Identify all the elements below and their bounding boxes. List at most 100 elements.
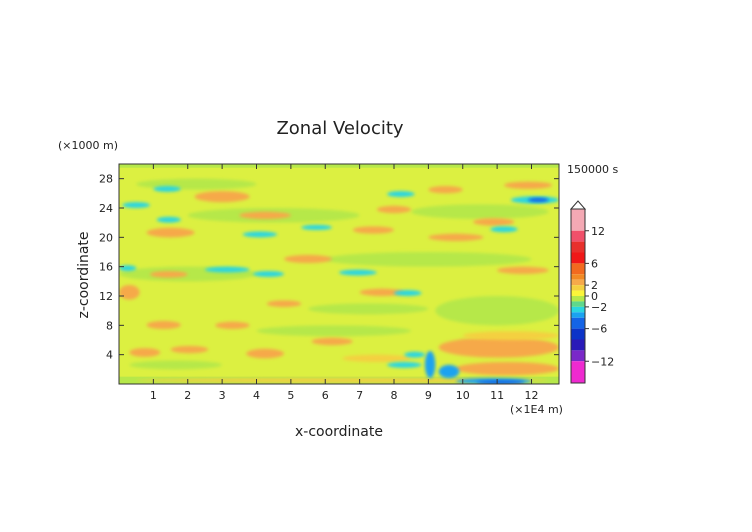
contour-region [204, 266, 250, 273]
contour-region [308, 303, 429, 315]
contour-region [242, 231, 278, 238]
colorbar-swatch [571, 317, 585, 329]
x-tick-label: 10 [456, 389, 470, 402]
contour-region [428, 186, 463, 194]
colorbar-swatch [571, 301, 585, 307]
colorbar-tick-label: 12 [591, 225, 605, 238]
contour-region [246, 348, 284, 359]
contour-region [438, 337, 559, 358]
colorbar-tick-label: 0 [591, 290, 598, 303]
contour-region [462, 331, 559, 340]
contour-region [387, 191, 415, 197]
contour-region [359, 288, 405, 297]
contour-region [136, 378, 549, 383]
colorbar-swatch [571, 274, 585, 280]
contour-region [424, 351, 436, 379]
contour-region [129, 360, 223, 370]
y-axis-ticks: 4 8 12 16 20 24 28 [99, 173, 559, 362]
y-tick-label: 24 [99, 202, 113, 215]
contour-region [253, 271, 284, 277]
contour-region [528, 197, 549, 203]
x-tick-label: 6 [322, 389, 329, 402]
colorbar-swatch [571, 209, 585, 231]
x-tick-label: 12 [525, 389, 539, 402]
contour-region [215, 321, 250, 330]
contour-region [387, 362, 422, 368]
colorbar-extend-arrow [569, 200, 587, 210]
x-tick-label: 2 [184, 389, 191, 402]
contour-region [256, 325, 412, 337]
colorbar-swatch [571, 296, 585, 302]
colorbar-tick-label: 6 [591, 257, 598, 270]
contour-region [455, 362, 559, 376]
contour-region [490, 226, 518, 233]
contour-region [170, 345, 209, 354]
colorbar-swatch [571, 241, 585, 253]
colorbar-swatch [571, 339, 585, 351]
colorbar-tick-label: −6 [591, 323, 607, 336]
x-tick-label: 3 [219, 389, 226, 402]
x-tick-label: 7 [356, 389, 363, 402]
y-axis-label: z-coordinate [76, 231, 92, 318]
colorbar-swatch [571, 252, 585, 264]
contour-region [428, 233, 484, 241]
contour-region [122, 202, 150, 208]
colorbar-swatch [571, 312, 585, 318]
colorbar-swatch [571, 290, 585, 296]
contour-region [146, 320, 181, 330]
x-unit-label: (×1E4 m) [510, 403, 563, 416]
colorbar-swatch [571, 230, 585, 242]
contour-region [149, 271, 188, 278]
contour-region [153, 186, 181, 192]
contour-region [119, 265, 137, 272]
contour-region [119, 285, 140, 300]
colorbar-swatch [571, 350, 585, 362]
y-tick-label: 16 [99, 261, 113, 274]
contour-region [476, 380, 525, 384]
plot-area [119, 164, 559, 384]
contour-region [146, 227, 195, 238]
colorbar-swatch [571, 285, 585, 291]
contour-region [325, 252, 532, 267]
contour-region [301, 224, 333, 230]
contour-region [504, 181, 553, 189]
contour-region [311, 337, 353, 346]
contour-region [342, 354, 412, 363]
contour-region [411, 204, 549, 220]
x-tick-label: 8 [391, 389, 398, 402]
colorbar-swatch [571, 279, 585, 286]
colorbar-tick-label: −2 [591, 301, 607, 314]
contour-region [239, 211, 291, 219]
contour-region [438, 364, 460, 379]
x-axis-label: x-coordinate [295, 424, 383, 440]
y-tick-label: 4 [106, 349, 113, 362]
colorbar-swatch [571, 361, 585, 383]
contour-region [404, 351, 425, 358]
contour-region [129, 348, 161, 357]
contour-region [156, 216, 181, 223]
colorbar-tick-label: −12 [591, 355, 614, 368]
chart-title: Zonal Velocity [276, 118, 403, 139]
x-tick-label: 5 [287, 389, 294, 402]
contour-region [266, 300, 302, 308]
y-tick-label: 8 [106, 319, 113, 332]
y-unit-label: (×1000 m) [58, 139, 118, 152]
y-tick-label: 12 [99, 290, 113, 303]
contour-region [339, 269, 377, 276]
colorbar-swatch [571, 328, 585, 340]
contour-region [376, 205, 412, 214]
x-tick-label: 9 [425, 389, 432, 402]
plot-frame [118, 163, 560, 385]
time-label: 150000 s [567, 163, 618, 176]
contour-region [352, 226, 394, 234]
colorbar-swatch [571, 263, 585, 275]
x-tick-label: 1 [150, 389, 157, 402]
x-axis-ticks: 1 2 3 4 5 6 7 8 9 10 11 12 [150, 164, 539, 402]
contour-region [284, 254, 333, 263]
colorbar-swatch [571, 306, 585, 313]
x-tick-label: 4 [253, 389, 260, 402]
x-tick-label: 11 [490, 389, 504, 402]
contour-region [473, 218, 515, 226]
contour-region [435, 296, 559, 326]
